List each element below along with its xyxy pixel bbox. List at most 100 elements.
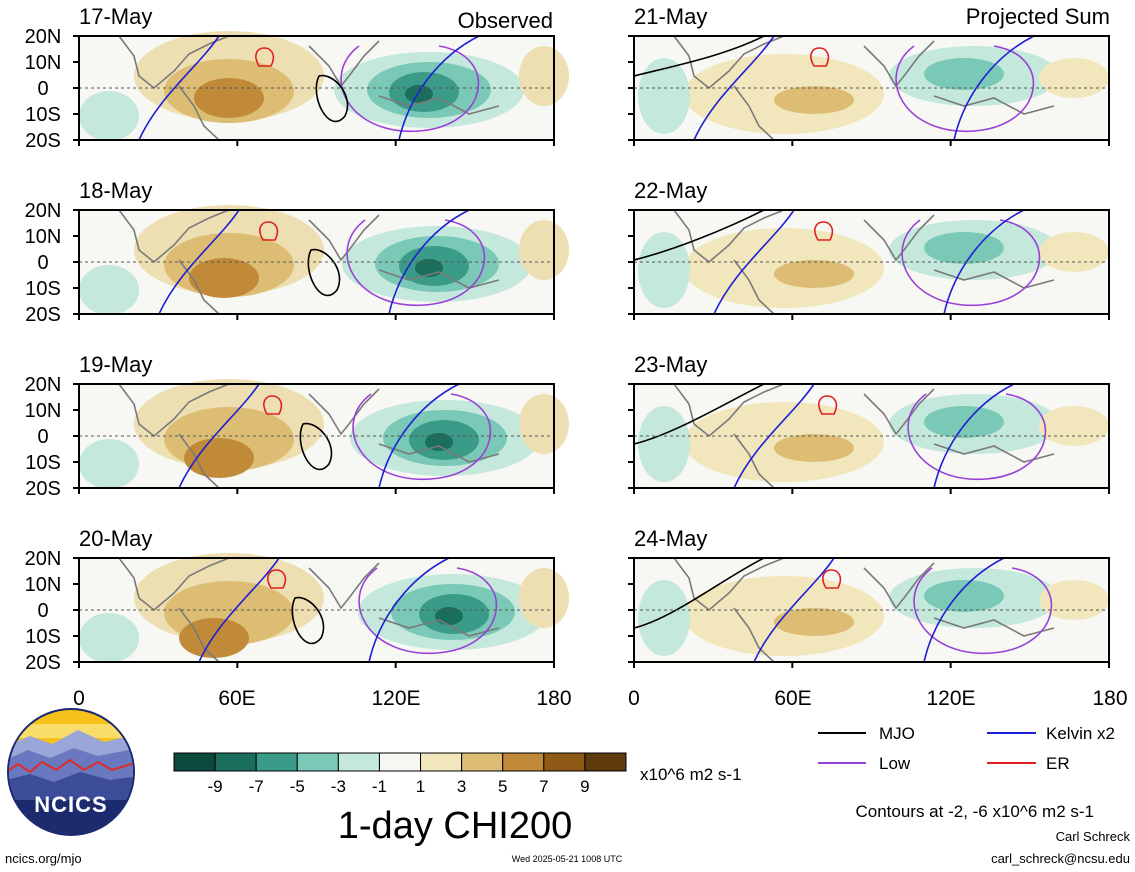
mjo-legend-label: MJO xyxy=(879,724,915,743)
colorbar-tick-label: 3 xyxy=(457,777,466,796)
enhanced-shading xyxy=(924,58,1004,90)
suppressed-shading xyxy=(519,394,569,454)
colorbar-swatch xyxy=(214,752,257,772)
author-email[interactable]: carl_schreck@ncsu.edu xyxy=(991,851,1130,866)
colorbar-swatch xyxy=(255,752,298,772)
suppressed-shading xyxy=(194,78,264,118)
low-contour xyxy=(352,393,492,480)
lon-label: 60E xyxy=(774,687,811,710)
coastline xyxy=(308,388,380,436)
panel-date: 20-May xyxy=(79,526,152,551)
enhanced-shading xyxy=(79,91,139,141)
kelvin-contour xyxy=(378,383,460,489)
logo-text: NCICS xyxy=(34,792,107,817)
coastline xyxy=(673,383,785,438)
mjo-contour xyxy=(291,596,325,645)
lat-20n-label: 20N xyxy=(25,26,62,48)
coastline xyxy=(863,562,935,610)
lat-10s-label: 10S xyxy=(25,104,61,126)
website-link[interactable]: ncics.org/mjo xyxy=(5,851,82,866)
colorbar-title: 1-day CHI200 xyxy=(338,805,572,847)
panel-date: 21-May xyxy=(634,4,707,29)
enhanced-shading xyxy=(638,58,690,134)
enhanced-shading xyxy=(435,607,463,625)
er-contour xyxy=(818,395,838,415)
enhanced-shading xyxy=(924,406,1004,438)
enhanced-shading xyxy=(924,232,1004,264)
coastline xyxy=(178,433,220,489)
er-legend-label: ER xyxy=(1046,754,1070,773)
enhanced-shading xyxy=(638,232,690,308)
mjo-contour xyxy=(633,383,765,445)
coastline xyxy=(933,95,1055,115)
coastline xyxy=(378,269,500,289)
colorbar-tick-label: 9 xyxy=(580,777,589,796)
kelvin-contour xyxy=(368,557,450,663)
lat-20s-label: 20S xyxy=(25,652,61,674)
kelvin-contour xyxy=(953,35,1035,141)
enhanced-shading xyxy=(638,580,690,656)
mjo-contour xyxy=(633,209,765,261)
lon-label: 180 xyxy=(536,687,571,710)
kelvin-legend-label: Kelvin x2 xyxy=(1046,724,1115,743)
map-panel-24-may: 24-May xyxy=(628,526,1110,668)
lat-10n-label: 10N xyxy=(25,400,62,422)
lat-10n-label: 10N xyxy=(25,574,62,596)
suppressed-shading xyxy=(189,258,259,298)
contour-legend: MJO Kelvin x2 Low ER Contours at -2, -6 … xyxy=(818,724,1115,821)
lat-20n-label: 20N xyxy=(25,200,62,222)
kelvin-contour xyxy=(923,557,1005,663)
low-contour xyxy=(358,567,498,654)
map-panel-23-may: 23-May xyxy=(628,352,1110,494)
coastline xyxy=(933,269,1055,289)
suppressed-shading xyxy=(1039,232,1109,272)
kelvin-contour xyxy=(178,383,260,489)
coastline xyxy=(118,383,230,438)
coastline xyxy=(863,388,935,436)
lon-label: 60E xyxy=(218,687,255,710)
suppressed-shading xyxy=(1039,580,1109,620)
lon-label: 120E xyxy=(371,687,420,710)
coastline xyxy=(673,557,785,612)
colorbar-swatch xyxy=(337,752,380,772)
er-contour xyxy=(263,395,283,415)
kelvin-contour xyxy=(198,557,280,663)
suppressed-shading xyxy=(179,618,249,658)
lat-10n-label: 10N xyxy=(25,226,62,248)
projected-sum-label: Projected Sum xyxy=(966,4,1110,29)
longitude-axis-projected: 0 60E 120E 180 xyxy=(628,687,1127,710)
mjo-contour xyxy=(633,35,765,77)
kelvin-contour xyxy=(398,35,480,141)
colorbar-swatch xyxy=(296,752,339,772)
lat-10s-label: 10S xyxy=(25,278,61,300)
coastline xyxy=(863,40,935,88)
coastline xyxy=(118,209,230,264)
lat-20s-label: 20S xyxy=(25,478,61,500)
colorbar-swatch xyxy=(420,752,463,772)
panel-date: 22-May xyxy=(634,178,707,203)
kelvin-contour xyxy=(753,557,835,663)
coastline xyxy=(378,617,500,637)
coastline xyxy=(733,607,775,663)
enhanced-shading xyxy=(79,613,139,663)
lat-10s-label: 10S xyxy=(25,452,61,474)
low-legend-label: Low xyxy=(879,754,911,773)
enhanced-shading xyxy=(405,85,433,103)
low-contour xyxy=(907,393,1047,480)
map-panel-18-may: 18-May 20N 10N 0 10S 20S xyxy=(25,178,569,326)
coastline xyxy=(733,259,775,315)
suppressed-shading xyxy=(519,220,569,280)
coastline xyxy=(118,557,230,612)
contour-note: Contours at -2, -6 x10^6 m2 s-1 xyxy=(855,802,1094,821)
suppressed-shading xyxy=(1039,58,1109,98)
suppressed-shading xyxy=(774,260,854,288)
lat-20n-label: 20N xyxy=(25,548,62,570)
colorbar-units: x10^6 m2 s-1 xyxy=(640,765,742,784)
colorbar-tick-label: -7 xyxy=(249,777,264,796)
lat-0-label: 0 xyxy=(37,252,48,274)
map-panel-20-may: 20-May 20N 10N 0 10S 20S xyxy=(25,526,569,674)
panel-date: 23-May xyxy=(634,352,707,377)
kelvin-contour xyxy=(158,209,240,315)
colorbar-tick-label: -5 xyxy=(290,777,305,796)
